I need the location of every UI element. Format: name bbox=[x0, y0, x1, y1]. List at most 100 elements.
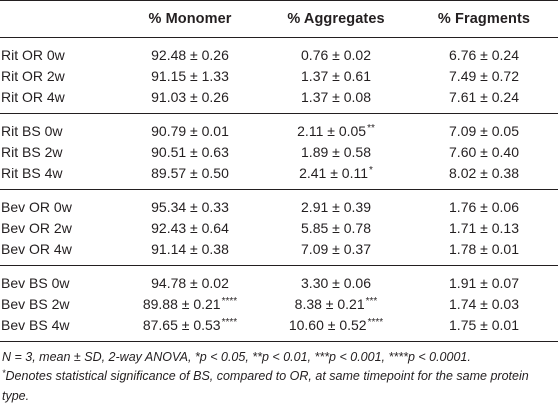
cell-aggregates: 2.11 ± 0.05** bbox=[262, 114, 410, 142]
fragments-value: 1.75 ± 0.01 bbox=[449, 316, 519, 333]
table-footnote: N = 3, mean ± SD, 2-way ANOVA, *p < 0.05… bbox=[0, 348, 558, 406]
row-label: Bev BS 0w bbox=[1, 274, 70, 291]
fragments-value: 1.76 ± 0.06 bbox=[449, 198, 519, 215]
cell-fragments: 1.74 ± 0.03 bbox=[410, 293, 558, 314]
fragments-value: 1.78 ± 0.01 bbox=[449, 240, 519, 257]
cell-aggregates: 1.37 ± 0.08 bbox=[262, 86, 410, 114]
fragments-value: 8.02 ± 0.38 bbox=[449, 164, 519, 181]
monomer-value: 91.03 ± 0.26 bbox=[151, 88, 229, 105]
cell-monomer: 91.14 ± 0.38 bbox=[118, 238, 262, 266]
fragments-value: 6.76 ± 0.24 bbox=[449, 46, 519, 63]
monomer-value: 95.34 ± 0.33 bbox=[151, 198, 229, 215]
cell-fragments: 1.91 ± 0.07 bbox=[410, 266, 558, 294]
table-row: Rit BS 4w 89.57 ± 0.50 2.41 ± 0.11* 8.02 ± … bbox=[0, 162, 558, 190]
cell-monomer: 87.65 ± 0.53**** bbox=[118, 314, 262, 342]
cell-fragments: 1.76 ± 0.06 bbox=[410, 190, 558, 218]
fragments-value: 1.91 ± 0.07 bbox=[449, 274, 519, 291]
aggregates-value: 1.37 ± 0.08 bbox=[301, 88, 371, 105]
cell-aggregates: 8.38 ± 0.21*** bbox=[262, 293, 410, 314]
header-fragments: % Fragments bbox=[410, 0, 558, 38]
aggregates-value: 2.41 ± 0.11 bbox=[299, 164, 368, 181]
row-label: Rit BS 4w bbox=[0, 162, 118, 190]
table-row: Bev BS 0w 94.78 ± 0.02 3.30 ± 0.06 1.91 ± 0… bbox=[0, 266, 558, 294]
monomer-value: 91.15 ± 1.33 bbox=[151, 67, 229, 84]
cell-aggregates: 3.30 ± 0.06 bbox=[262, 266, 410, 294]
fragments-value: 1.71 ± 0.13 bbox=[449, 219, 519, 236]
monomer-value: 94.78 ± 0.02 bbox=[151, 274, 229, 291]
cell-aggregates: 5.85 ± 0.78 bbox=[262, 217, 410, 238]
fragments-value: 7.09 ± 0.05 bbox=[449, 122, 519, 139]
row-label: Rit OR 4w bbox=[0, 86, 118, 114]
footnote-star: * bbox=[2, 368, 6, 378]
cell-monomer: 90.51 ± 0.63 bbox=[118, 141, 262, 162]
cell-monomer: 91.03 ± 0.26 bbox=[118, 86, 262, 114]
cell-aggregates: 1.37 ± 0.61 bbox=[262, 65, 410, 86]
fragments-value: 7.61 ± 0.24 bbox=[449, 88, 519, 105]
table-row: Rit OR 0w 92.48 ± 0.26 0.76 ± 0.02 6.76 ± 0… bbox=[0, 38, 558, 66]
footnote-line-2-text: Denotes statistical significance of BS, … bbox=[2, 369, 529, 403]
row-label: Rit BS 0w bbox=[1, 122, 63, 139]
table-row: Rit BS 2w 90.51 ± 0.63 1.89 ± 0.58 7.60 ± 0… bbox=[0, 141, 558, 162]
cell-monomer: 89.57 ± 0.50 bbox=[118, 162, 262, 190]
monomer-significance: **** bbox=[221, 295, 238, 307]
aggregates-value: 8.38 ± 0.21 bbox=[294, 295, 365, 312]
aggregates-significance: * bbox=[369, 164, 373, 176]
fragments-value: 7.60 ± 0.40 bbox=[449, 143, 519, 160]
table-row: Rit OR 2w 91.15 ± 1.33 1.37 ± 0.61 7.49 ± 0… bbox=[0, 65, 558, 86]
cell-fragments: 7.61 ± 0.24 bbox=[410, 86, 558, 114]
table-row: Bev OR 0w 95.34 ± 0.33 2.91 ± 0.39 1.76 ± 0… bbox=[0, 190, 558, 218]
monomer-value: 91.14 ± 0.38 bbox=[151, 240, 229, 257]
fragments-value: 1.74 ± 0.03 bbox=[449, 295, 519, 312]
header-aggregates: % Aggregates bbox=[262, 0, 410, 38]
aggregates-value: 10.60 ± 0.52 bbox=[288, 316, 367, 333]
cell-aggregates: 0.76 ± 0.02 bbox=[262, 38, 410, 66]
footnote-line-2: *Denotes statistical significance of BS,… bbox=[2, 367, 558, 406]
row-label: Rit OR 0w bbox=[1, 46, 65, 63]
cell-fragments: 7.60 ± 0.40 bbox=[410, 141, 558, 162]
cell-aggregates: 7.09 ± 0.37 bbox=[262, 238, 410, 266]
results-table: % Monomer % Aggregates % Fragments Rit O… bbox=[0, 0, 558, 342]
cell-aggregates: 2.91 ± 0.39 bbox=[262, 190, 410, 218]
monomer-value: 90.79 ± 0.01 bbox=[151, 122, 229, 139]
aggregates-significance: **** bbox=[367, 316, 384, 328]
table-row: Rit OR 4w 91.03 ± 0.26 1.37 ± 0.08 7.61 ± 0… bbox=[0, 86, 558, 114]
table-row: Bev OR 4w 91.14 ± 0.38 7.09 ± 0.37 1.78 ± 0… bbox=[0, 238, 558, 266]
row-label: Bev BS 4w bbox=[0, 314, 118, 342]
aggregates-significance: *** bbox=[365, 295, 378, 307]
cell-monomer: 94.78 ± 0.02 bbox=[118, 266, 262, 294]
row-label: Bev BS 2w bbox=[1, 295, 70, 312]
aggregates-value: 2.11 ± 0.05 bbox=[297, 122, 367, 139]
cell-fragments: 8.02 ± 0.38 bbox=[410, 162, 558, 190]
aggregates-value: 3.30 ± 0.06 bbox=[301, 274, 371, 291]
row-label: Rit OR 2w bbox=[1, 67, 65, 84]
monomer-value: 89.57 ± 0.50 bbox=[151, 164, 229, 181]
aggregates-value: 1.37 ± 0.61 bbox=[301, 67, 371, 84]
row-label: Bev OR 4w bbox=[0, 238, 118, 266]
table-row: Bev BS 2w 89.88 ± 0.21**** 8.38 ± 0.21*** 1… bbox=[0, 293, 558, 314]
aggregates-value: 1.89 ± 0.58 bbox=[301, 143, 371, 160]
cell-monomer: 92.48 ± 0.26 bbox=[118, 38, 262, 66]
fragments-value: 7.49 ± 0.72 bbox=[449, 67, 519, 84]
monomer-significance: **** bbox=[221, 316, 238, 328]
cell-monomer: 95.34 ± 0.33 bbox=[118, 190, 262, 218]
table-header: % Monomer % Aggregates % Fragments bbox=[0, 0, 558, 38]
aggregates-value: 0.76 ± 0.02 bbox=[301, 46, 371, 63]
cell-fragments: 7.09 ± 0.05 bbox=[410, 114, 558, 142]
cell-aggregates: 2.41 ± 0.11* bbox=[262, 162, 410, 190]
aggregates-significance: ** bbox=[367, 122, 375, 134]
header-row: % Monomer % Aggregates % Fragments bbox=[0, 0, 558, 38]
monomer-value: 90.51 ± 0.63 bbox=[151, 143, 229, 160]
monomer-value: 87.65 ± 0.53 bbox=[142, 316, 221, 333]
table-row: Bev BS 4w 87.65 ± 0.53**** 10.60 ± 0.52***… bbox=[0, 314, 558, 342]
table-row: Rit BS 0w 90.79 ± 0.01 2.11 ± 0.05** 7.09 ±… bbox=[0, 114, 558, 142]
cell-fragments: 1.78 ± 0.01 bbox=[410, 238, 558, 266]
table-body: Rit OR 0w 92.48 ± 0.26 0.76 ± 0.02 6.76 ± 0… bbox=[0, 38, 558, 342]
cell-monomer: 92.43 ± 0.64 bbox=[118, 217, 262, 238]
monomer-value: 89.88 ± 0.21 bbox=[142, 295, 221, 312]
cell-monomer: 91.15 ± 1.33 bbox=[118, 65, 262, 86]
cell-fragments: 7.49 ± 0.72 bbox=[410, 65, 558, 86]
aggregates-value: 7.09 ± 0.37 bbox=[301, 240, 371, 257]
row-label: Rit BS 2w bbox=[1, 143, 63, 160]
table-row: Bev OR 2w 92.43 ± 0.64 5.85 ± 0.78 1.71 ± 0… bbox=[0, 217, 558, 238]
